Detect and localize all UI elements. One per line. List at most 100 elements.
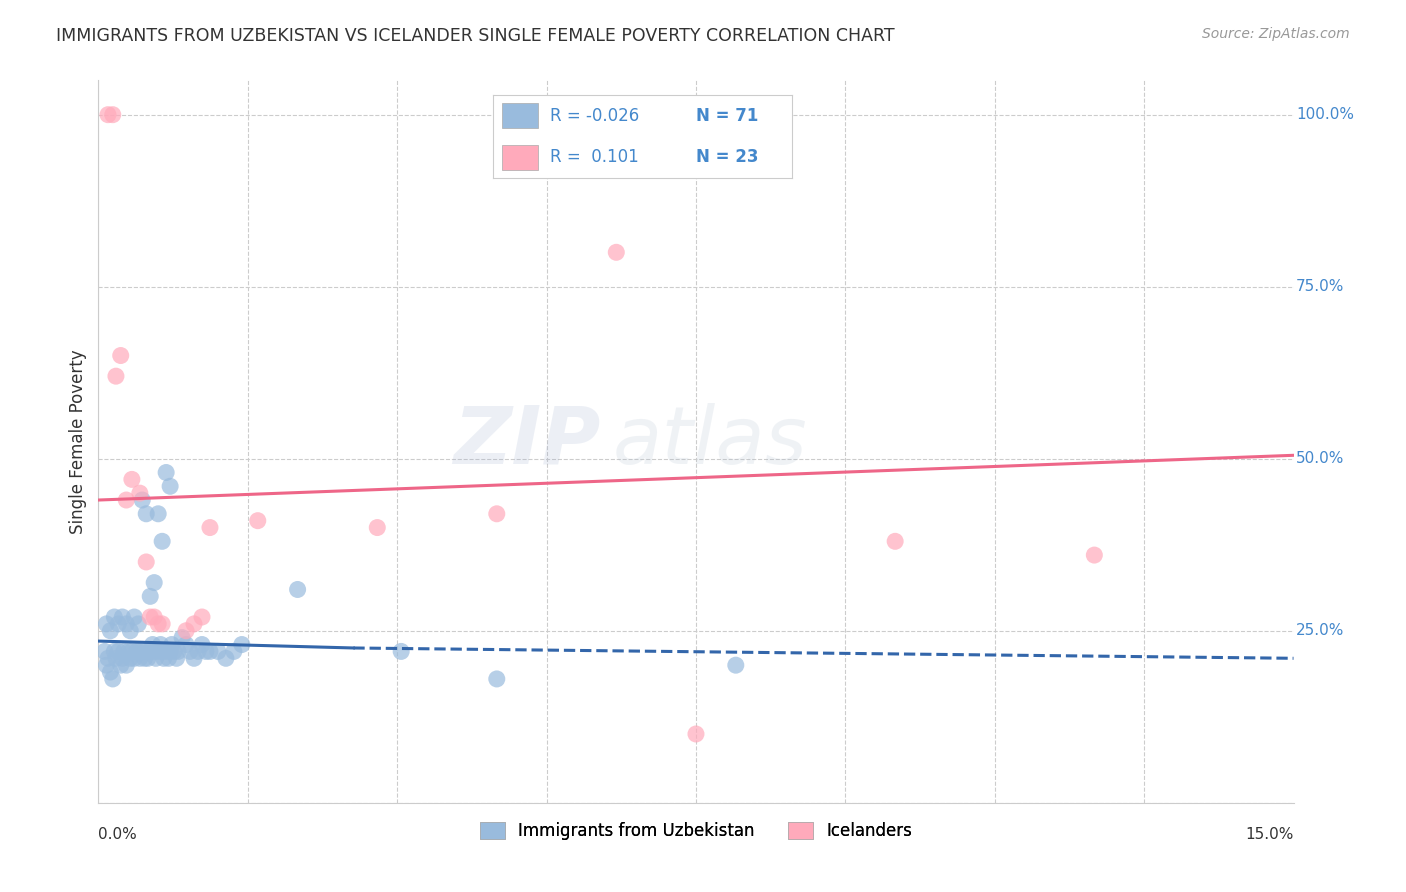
Text: atlas: atlas bbox=[613, 402, 807, 481]
Point bbox=[198, 644, 221, 658]
Point bbox=[115, 658, 138, 673]
Point bbox=[121, 644, 143, 658]
Point bbox=[724, 658, 747, 673]
Point bbox=[143, 575, 166, 590]
Point bbox=[104, 651, 127, 665]
Point bbox=[246, 514, 269, 528]
Point bbox=[96, 658, 118, 673]
Point bbox=[103, 610, 125, 624]
Point bbox=[150, 534, 173, 549]
Point bbox=[139, 610, 162, 624]
Point bbox=[139, 644, 162, 658]
Point bbox=[174, 624, 197, 638]
Point bbox=[148, 644, 170, 658]
Point bbox=[167, 644, 190, 658]
Text: 100.0%: 100.0% bbox=[1296, 107, 1354, 122]
Point bbox=[124, 610, 146, 624]
Text: Source: ZipAtlas.com: Source: ZipAtlas.com bbox=[1202, 27, 1350, 41]
Point bbox=[97, 108, 120, 122]
Point bbox=[115, 616, 138, 631]
Legend: Immigrants from Uzbekistan, Icelanders: Immigrants from Uzbekistan, Icelanders bbox=[471, 814, 921, 848]
Text: 25.0%: 25.0% bbox=[1296, 624, 1344, 639]
Point bbox=[145, 651, 167, 665]
Point bbox=[120, 624, 142, 638]
Point bbox=[101, 108, 124, 122]
Point bbox=[118, 644, 141, 658]
Point bbox=[121, 472, 143, 486]
Point bbox=[172, 631, 194, 645]
Point bbox=[98, 665, 122, 679]
Point bbox=[183, 651, 205, 665]
Point bbox=[125, 644, 148, 658]
Point bbox=[215, 651, 238, 665]
Point bbox=[127, 644, 149, 658]
Point bbox=[142, 638, 165, 652]
Point bbox=[97, 651, 120, 665]
Point bbox=[111, 651, 134, 665]
Text: 15.0%: 15.0% bbox=[1246, 827, 1294, 842]
Point bbox=[148, 616, 170, 631]
Point bbox=[884, 534, 907, 549]
Point bbox=[110, 658, 132, 673]
Point bbox=[135, 555, 157, 569]
Point bbox=[120, 651, 142, 665]
Point bbox=[128, 486, 150, 500]
Point bbox=[112, 644, 135, 658]
Point bbox=[143, 610, 166, 624]
Point bbox=[134, 651, 156, 665]
Point bbox=[152, 651, 174, 665]
Point bbox=[148, 507, 170, 521]
Point bbox=[485, 507, 508, 521]
Point bbox=[159, 644, 181, 658]
Point bbox=[157, 651, 180, 665]
Point bbox=[191, 638, 214, 652]
Point bbox=[150, 616, 173, 631]
Point bbox=[107, 644, 129, 658]
Y-axis label: Single Female Poverty: Single Female Poverty bbox=[69, 350, 87, 533]
Point bbox=[135, 644, 157, 658]
Point bbox=[98, 624, 122, 638]
Point bbox=[485, 672, 508, 686]
Point bbox=[179, 644, 201, 658]
Point bbox=[96, 616, 118, 631]
Point bbox=[166, 651, 188, 665]
Point bbox=[124, 651, 146, 665]
Point bbox=[605, 245, 627, 260]
Point bbox=[174, 638, 197, 652]
Text: 75.0%: 75.0% bbox=[1296, 279, 1344, 294]
Point bbox=[160, 638, 183, 652]
Text: ZIP: ZIP bbox=[453, 402, 600, 481]
Point bbox=[115, 493, 138, 508]
Point bbox=[155, 644, 177, 658]
Point bbox=[163, 644, 186, 658]
Point bbox=[685, 727, 707, 741]
Point bbox=[94, 644, 117, 658]
Point bbox=[222, 644, 245, 658]
Point bbox=[110, 349, 132, 363]
Point bbox=[150, 644, 173, 658]
Text: IMMIGRANTS FROM UZBEKISTAN VS ICELANDER SINGLE FEMALE POVERTY CORRELATION CHART: IMMIGRANTS FROM UZBEKISTAN VS ICELANDER … bbox=[56, 27, 894, 45]
Point bbox=[104, 369, 127, 384]
Point bbox=[155, 466, 177, 480]
Point bbox=[1083, 548, 1105, 562]
Point bbox=[131, 493, 153, 508]
Point bbox=[207, 644, 229, 658]
Point bbox=[131, 644, 153, 658]
Point bbox=[111, 610, 134, 624]
Point bbox=[135, 507, 157, 521]
Point bbox=[287, 582, 309, 597]
Point bbox=[127, 616, 149, 631]
Point bbox=[187, 644, 209, 658]
Point bbox=[128, 651, 150, 665]
Point bbox=[195, 644, 218, 658]
Point bbox=[149, 638, 172, 652]
Point bbox=[159, 479, 181, 493]
Point bbox=[136, 651, 159, 665]
Point bbox=[107, 616, 129, 631]
Point bbox=[366, 520, 388, 534]
Point bbox=[198, 520, 221, 534]
Text: 50.0%: 50.0% bbox=[1296, 451, 1344, 467]
Point bbox=[389, 644, 412, 658]
Point bbox=[139, 590, 162, 604]
Point bbox=[191, 610, 214, 624]
